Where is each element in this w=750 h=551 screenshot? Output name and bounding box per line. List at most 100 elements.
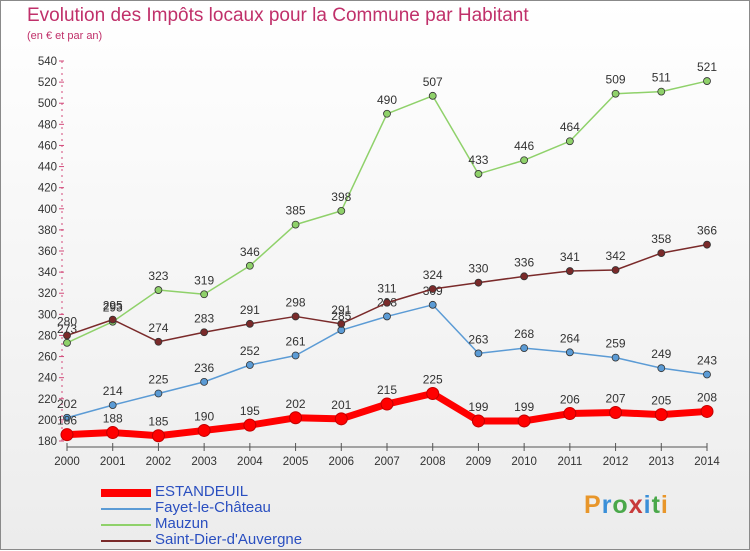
data-label: 291 xyxy=(240,303,260,317)
data-point xyxy=(609,406,623,419)
data-label: 336 xyxy=(514,255,534,269)
data-label: 521 xyxy=(697,60,717,74)
data-label: 358 xyxy=(651,232,671,246)
data-point xyxy=(657,249,666,258)
data-point xyxy=(291,351,300,360)
data-point xyxy=(200,328,209,337)
data-label: 261 xyxy=(286,335,306,349)
data-point xyxy=(703,240,711,249)
data-label: 446 xyxy=(514,139,534,153)
y-tick-label: 260 xyxy=(38,352,57,364)
data-label: 208 xyxy=(697,390,717,404)
data-label: 298 xyxy=(286,295,306,309)
data-point xyxy=(520,272,529,281)
data-point xyxy=(383,109,391,118)
legend-swatch xyxy=(101,524,151,526)
data-label: 311 xyxy=(377,282,396,296)
y-tick-label: 240 xyxy=(38,373,57,385)
data-label: 263 xyxy=(468,332,488,346)
logo-letter: x xyxy=(628,491,644,519)
series-fayet-le-chateau: 2022142252362522612852983092632682642592… xyxy=(57,284,717,422)
data-label: 206 xyxy=(560,393,580,407)
data-point xyxy=(383,298,391,307)
data-point xyxy=(63,338,71,347)
data-label: 201 xyxy=(331,398,351,412)
logo-letter: i xyxy=(660,491,669,519)
data-label: 283 xyxy=(194,311,214,325)
data-point xyxy=(565,348,574,357)
data-label: 205 xyxy=(651,394,671,408)
data-label: 319 xyxy=(194,273,214,287)
data-point xyxy=(200,377,209,386)
data-label: 185 xyxy=(148,415,168,429)
data-point xyxy=(703,77,711,85)
data-point xyxy=(151,429,165,443)
data-point xyxy=(245,361,254,369)
data-point xyxy=(154,286,163,294)
chart-title: Evolution des Impôts locaux pour la Comm… xyxy=(27,5,529,26)
data-point xyxy=(334,412,348,426)
x-tick-label: 2008 xyxy=(420,456,446,468)
data-point xyxy=(657,87,666,96)
legend-swatch xyxy=(101,540,151,542)
data-label: 268 xyxy=(514,327,534,341)
data-label: 295 xyxy=(103,299,123,313)
data-label: 366 xyxy=(697,224,717,238)
data-point xyxy=(245,319,254,328)
y-tick-label: 200 xyxy=(38,415,57,427)
data-label: 490 xyxy=(377,93,397,107)
x-tick-label: 2006 xyxy=(328,456,354,468)
data-point xyxy=(243,418,257,432)
data-label: 225 xyxy=(148,373,168,387)
x-tick-label: 2012 xyxy=(603,456,629,468)
data-point xyxy=(106,426,120,440)
data-label: 199 xyxy=(514,400,534,414)
data-label: 346 xyxy=(240,245,260,259)
data-point xyxy=(428,91,437,100)
data-point xyxy=(380,397,394,411)
data-point xyxy=(520,344,529,353)
legend-swatch xyxy=(101,508,151,510)
data-label: 195 xyxy=(240,404,260,418)
data-point xyxy=(200,290,209,299)
data-label: 190 xyxy=(194,409,214,423)
legend-swatch xyxy=(101,489,151,497)
data-label: 202 xyxy=(286,397,306,411)
data-label: 249 xyxy=(651,347,671,361)
chart-subtitle: (en € et par an) xyxy=(27,30,103,42)
data-point xyxy=(63,413,71,422)
data-label: 398 xyxy=(331,190,351,204)
series-saint-dier-d-auvergne: 280 295 274 283 291 298 291 311 324 330 336 341 342 3… xyxy=(57,224,717,346)
data-point xyxy=(154,337,163,346)
data-label: 464 xyxy=(560,120,580,134)
data-label: 323 xyxy=(148,269,168,283)
data-point xyxy=(611,266,620,274)
data-label: 293 xyxy=(103,301,123,315)
data-point xyxy=(474,170,483,178)
y-tick-label: 420 xyxy=(38,183,57,195)
data-point xyxy=(474,278,483,287)
data-label: 273 xyxy=(57,322,77,336)
x-tick-label: 2005 xyxy=(283,456,309,468)
data-label: 252 xyxy=(240,344,260,358)
data-point xyxy=(563,407,577,421)
x-tick-label: 2001 xyxy=(100,456,126,468)
data-label: 259 xyxy=(606,337,626,351)
legend-label: Mauzun xyxy=(155,515,209,532)
data-label: 264 xyxy=(560,331,580,345)
data-label: 215 xyxy=(377,383,397,397)
logo-letter: o xyxy=(612,491,629,519)
y-tick-label: 320 xyxy=(38,288,57,300)
data-label: 330 xyxy=(468,262,488,276)
x-tick-label: 2003 xyxy=(191,456,217,468)
data-point xyxy=(154,389,163,398)
data-point xyxy=(654,408,668,422)
data-point xyxy=(383,312,391,321)
logo-letter: P xyxy=(584,491,602,519)
data-point xyxy=(291,312,300,321)
data-point xyxy=(700,404,714,418)
y-tick-label: 280 xyxy=(38,330,57,342)
data-point xyxy=(428,300,437,309)
